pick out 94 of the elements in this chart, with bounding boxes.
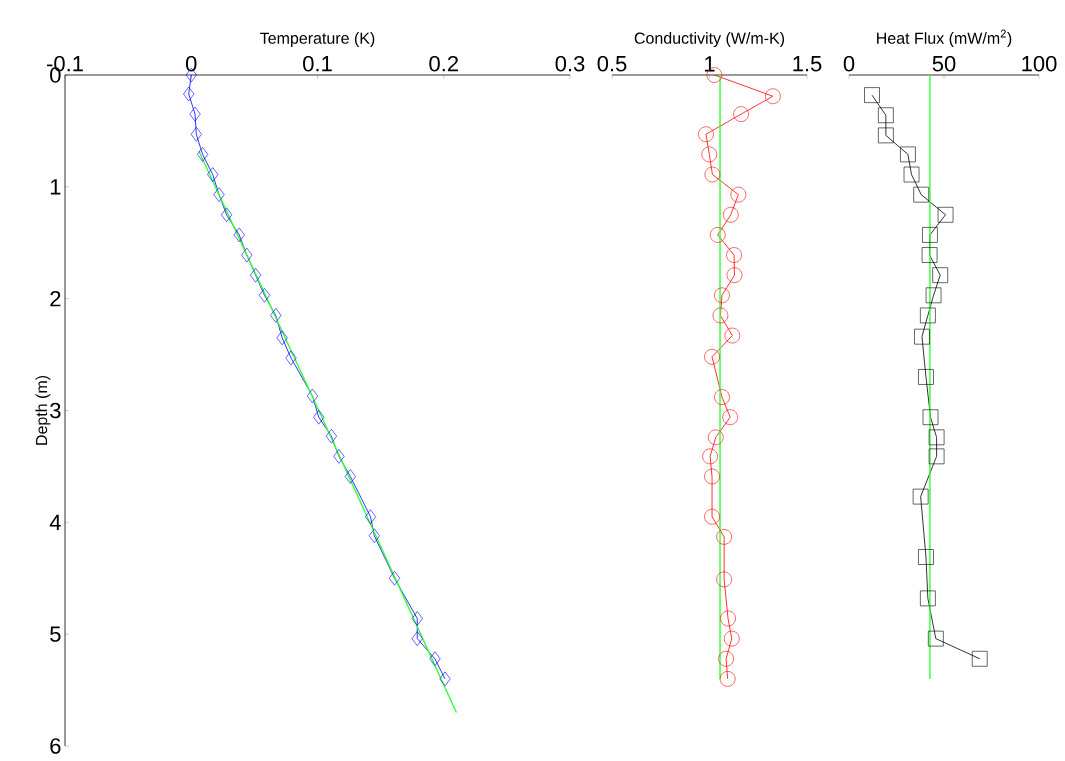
point xyxy=(719,671,736,687)
y-tick-label: 3 xyxy=(50,402,61,419)
y-tick-label: 4 xyxy=(49,514,61,530)
point xyxy=(333,449,345,464)
point xyxy=(368,528,380,544)
point xyxy=(922,227,938,243)
x-tick-label: 0.3 xyxy=(555,55,585,72)
point xyxy=(864,87,880,103)
point xyxy=(364,509,377,525)
point xyxy=(724,327,741,344)
x-axis-title: Heat Flux (mW/m$^{2}$) xyxy=(877,29,1012,48)
point xyxy=(913,186,930,203)
x-tick-label: 0 xyxy=(843,55,855,72)
point xyxy=(918,549,934,565)
point xyxy=(221,207,233,223)
point xyxy=(213,187,225,202)
point xyxy=(726,267,743,283)
point xyxy=(920,307,936,324)
x-axis-title: Conductivity (W/m-K) xyxy=(634,32,785,48)
point xyxy=(714,389,730,405)
x-tick-label: 0.2 xyxy=(429,55,458,72)
point xyxy=(250,267,262,283)
point xyxy=(722,206,739,223)
point xyxy=(704,508,720,525)
point xyxy=(971,650,988,667)
point xyxy=(233,227,245,243)
point xyxy=(878,107,894,124)
point xyxy=(716,571,732,588)
point xyxy=(718,650,734,667)
point xyxy=(702,448,718,465)
point xyxy=(707,429,724,446)
point xyxy=(704,166,721,183)
x-tick-label: 100 xyxy=(1022,55,1057,72)
point xyxy=(928,448,945,465)
x-tick-label: 0.5 xyxy=(597,55,627,72)
point xyxy=(189,106,201,122)
y-tick-label: 5 xyxy=(50,626,61,642)
point xyxy=(914,328,930,345)
x-tick-label: 0.1 xyxy=(303,55,332,72)
point xyxy=(241,247,253,263)
point xyxy=(912,488,929,505)
point xyxy=(388,570,401,586)
point xyxy=(921,247,938,263)
x-tick-label: 0 xyxy=(186,55,197,72)
point xyxy=(720,610,736,627)
point xyxy=(922,409,939,426)
point xyxy=(285,350,297,366)
x-tick-label: 1 xyxy=(705,56,715,72)
point xyxy=(701,146,718,163)
point xyxy=(439,671,451,687)
point xyxy=(765,88,781,105)
point xyxy=(411,611,423,626)
point xyxy=(306,388,318,404)
point xyxy=(920,590,936,607)
point xyxy=(325,428,337,444)
point xyxy=(918,369,934,385)
point xyxy=(900,146,916,163)
point xyxy=(344,469,356,484)
point xyxy=(709,227,726,243)
point xyxy=(716,529,732,545)
point xyxy=(726,247,742,263)
point xyxy=(878,127,894,144)
x-tick-label: 1.5 xyxy=(793,56,822,72)
point xyxy=(723,630,740,647)
y-tick-label: 2 xyxy=(50,290,61,307)
y-axis-title: Depth (m) xyxy=(35,375,51,445)
point xyxy=(730,186,747,203)
point xyxy=(429,651,441,667)
x-axis-title: Temperature (K) xyxy=(260,32,375,48)
point xyxy=(928,630,944,647)
point xyxy=(722,409,738,426)
point xyxy=(190,126,202,142)
point xyxy=(733,106,749,122)
point xyxy=(411,631,423,646)
point xyxy=(712,307,729,324)
y-tick-label: 6 xyxy=(50,738,61,754)
point xyxy=(903,166,920,183)
point xyxy=(937,206,954,223)
point xyxy=(313,409,325,425)
point xyxy=(270,308,282,323)
point xyxy=(183,86,195,102)
point xyxy=(704,349,720,365)
point xyxy=(698,126,714,143)
point xyxy=(704,468,720,485)
point xyxy=(714,287,730,304)
point xyxy=(197,147,209,162)
point xyxy=(207,167,219,182)
point xyxy=(925,287,942,304)
x-tick-label: 50 xyxy=(932,55,956,72)
y-tick-label: 1 xyxy=(50,179,61,195)
point xyxy=(258,288,271,303)
point xyxy=(276,330,288,346)
point xyxy=(932,267,949,283)
point xyxy=(928,429,945,446)
